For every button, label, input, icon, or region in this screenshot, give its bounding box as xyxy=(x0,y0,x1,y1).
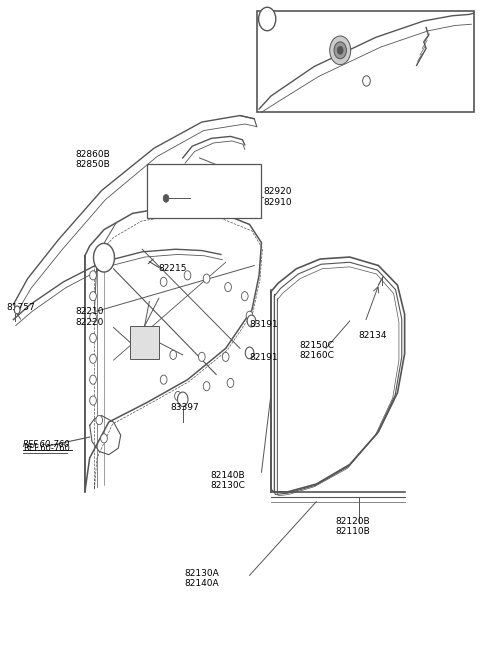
Text: 82860B
82850B: 82860B 82850B xyxy=(75,149,110,169)
Circle shape xyxy=(90,271,96,280)
Bar xyxy=(147,164,262,218)
Circle shape xyxy=(203,274,210,283)
Circle shape xyxy=(178,392,188,406)
Text: 82134: 82134 xyxy=(359,331,387,340)
Circle shape xyxy=(203,382,210,391)
Circle shape xyxy=(199,352,205,362)
Circle shape xyxy=(160,277,167,286)
Text: X82910
X82920: X82910 X82920 xyxy=(199,173,234,193)
Circle shape xyxy=(170,350,177,360)
Text: 82215: 82215 xyxy=(159,265,187,273)
Text: 82775
82785: 82775 82785 xyxy=(402,77,431,96)
Text: 85858C: 85858C xyxy=(166,196,201,205)
Circle shape xyxy=(241,291,248,301)
Circle shape xyxy=(363,76,370,86)
Text: 82191: 82191 xyxy=(250,353,278,362)
Text: 82150C
82160C: 82150C 82160C xyxy=(300,341,335,360)
Text: 82140B
82130C: 82140B 82130C xyxy=(210,471,245,491)
Circle shape xyxy=(163,195,169,202)
Text: 81757: 81757 xyxy=(6,303,35,312)
Text: 82120B
82110B: 82120B 82110B xyxy=(336,517,370,536)
Circle shape xyxy=(259,7,276,31)
Text: 83191: 83191 xyxy=(250,320,278,329)
Circle shape xyxy=(90,291,96,301)
Text: 96310J
96310K: 96310J 96310K xyxy=(262,53,296,73)
Text: a: a xyxy=(101,253,107,263)
Circle shape xyxy=(337,47,343,54)
Circle shape xyxy=(246,311,253,320)
Circle shape xyxy=(160,375,167,384)
Circle shape xyxy=(90,312,96,322)
Circle shape xyxy=(101,434,108,443)
Bar xyxy=(257,11,474,112)
Circle shape xyxy=(175,392,181,401)
Circle shape xyxy=(184,271,191,280)
Text: REF.60-760: REF.60-760 xyxy=(23,443,70,453)
Circle shape xyxy=(14,306,20,314)
Circle shape xyxy=(90,375,96,384)
Text: 83397: 83397 xyxy=(171,403,200,411)
Circle shape xyxy=(90,354,96,364)
Bar xyxy=(130,326,159,359)
Circle shape xyxy=(90,333,96,343)
Text: REF.60-760: REF.60-760 xyxy=(23,440,70,449)
Circle shape xyxy=(222,352,229,362)
Circle shape xyxy=(225,282,231,291)
Circle shape xyxy=(227,379,234,388)
Text: a: a xyxy=(264,14,270,24)
Circle shape xyxy=(96,415,103,424)
Circle shape xyxy=(247,315,256,327)
Circle shape xyxy=(245,347,254,359)
Text: 82130A
82140A: 82130A 82140A xyxy=(184,569,219,588)
Circle shape xyxy=(334,42,347,59)
Circle shape xyxy=(330,36,351,65)
Circle shape xyxy=(94,244,115,272)
Text: 82210
82220: 82210 82220 xyxy=(75,307,104,327)
Circle shape xyxy=(90,396,96,405)
Text: 82920
82910: 82920 82910 xyxy=(263,187,291,207)
